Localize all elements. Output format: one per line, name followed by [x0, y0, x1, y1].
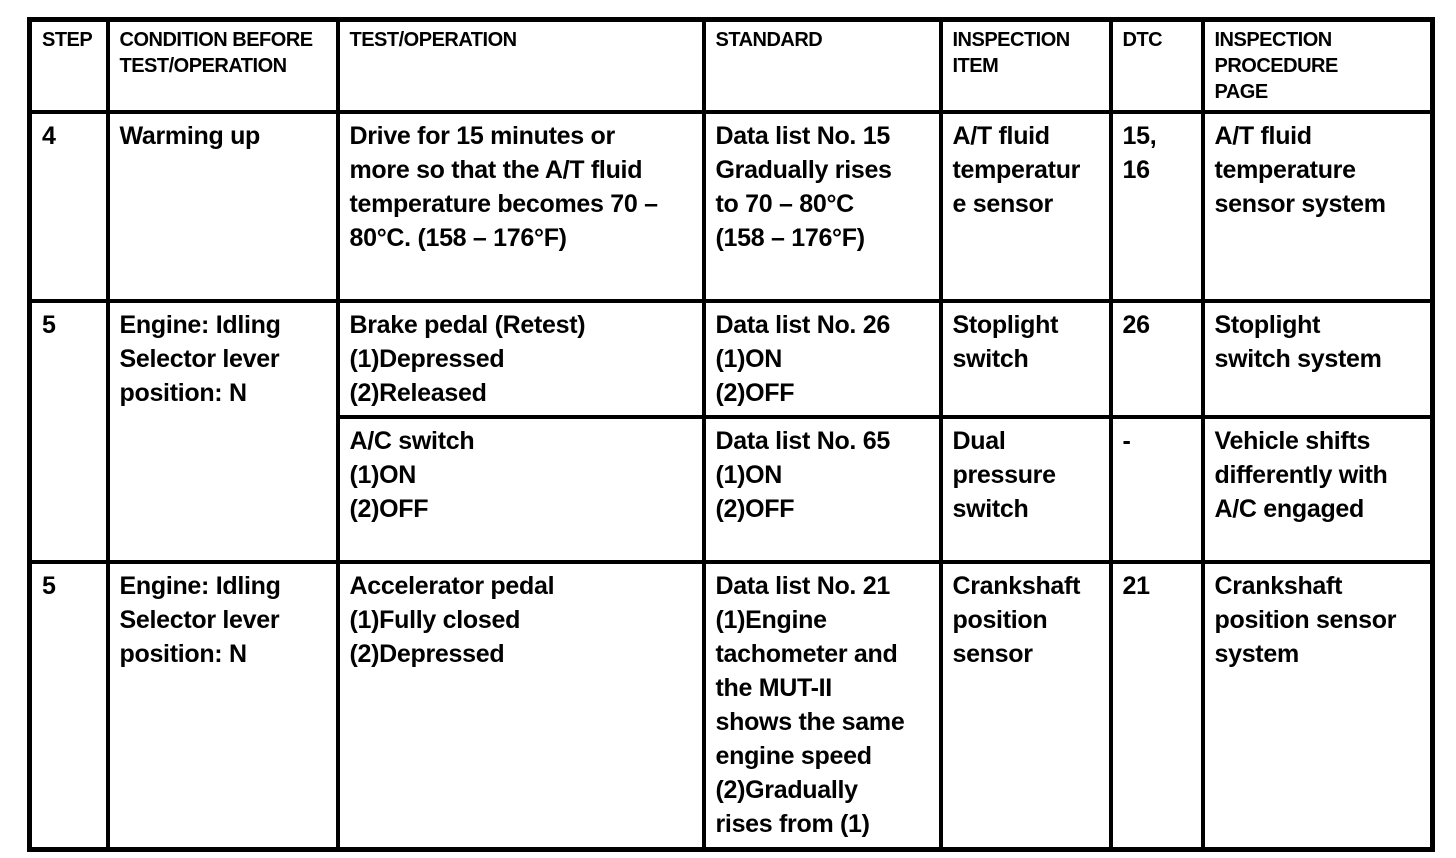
- column-header-inspection-item: INSPECTION ITEM: [938, 17, 1113, 114]
- test-operation-cell: Accelerator pedal (1)Fully closed (2)Dep…: [335, 560, 706, 851]
- procedure-page-cell: Vehicle shifts differently with A/C enga…: [1200, 415, 1435, 564]
- standard-cell: Data list No. 65 (1)ON (2)OFF: [701, 415, 943, 564]
- condition-cell: Engine: Idling Selector lever position: …: [105, 560, 340, 851]
- dtc-cell: -: [1108, 415, 1205, 564]
- procedure-page-cell: A/T fluid temperature sensor system: [1200, 110, 1435, 303]
- column-header-procedure-page: INSPECTION PROCEDURE PAGE: [1200, 17, 1435, 114]
- column-header-dtc: DTC: [1108, 17, 1205, 114]
- dtc-cell: 21: [1108, 560, 1205, 851]
- column-header-standard: STANDARD: [701, 17, 943, 114]
- step-cell: 5: [27, 299, 110, 564]
- condition-cell: Warming up: [105, 110, 340, 303]
- diagnostic-check-table: STEP CONDITION BEFORE TEST/OPERATION TES…: [27, 17, 1435, 852]
- dtc-cell: 15, 16: [1108, 110, 1205, 303]
- condition-cell: Engine: Idling Selector lever position: …: [105, 299, 340, 564]
- table-row: 4 Warming up Drive for 15 minutes or mor…: [27, 110, 1435, 303]
- header-row: STEP CONDITION BEFORE TEST/OPERATION TES…: [27, 17, 1435, 114]
- inspection-item-cell: Stoplight switch: [938, 299, 1113, 419]
- table-row: 5 Engine: Idling Selector lever position…: [27, 299, 1435, 564]
- table-row: A/C switch (1)ON (2)OFF Data list No. 65…: [30, 415, 1435, 564]
- dtc-cell: 26: [1108, 299, 1205, 419]
- standard-cell: Data list No. 26 (1)ON (2)OFF: [701, 299, 943, 419]
- procedure-page-cell: Stoplight switch system: [1200, 299, 1435, 419]
- inspection-item-cell: Dual pressure switch: [938, 415, 1113, 564]
- procedure-page-cell: Crankshaft position sensor system: [1200, 560, 1435, 851]
- column-header-step: STEP: [27, 17, 110, 114]
- column-header-condition: CONDITION BEFORE TEST/OPERATION: [105, 17, 340, 114]
- inspection-item-cell: Crankshaft position sensor: [938, 560, 1113, 851]
- column-header-test-operation: TEST/OPERATION: [335, 17, 706, 114]
- test-operation-cell: Drive for 15 minutes or more so that the…: [335, 110, 706, 303]
- standard-cell: Data list No. 21 (1)Engine tachometer an…: [701, 560, 943, 851]
- step-cell: 4: [27, 110, 110, 303]
- test-operation-cell: Brake pedal (Retest) (1)Depressed (2)Rel…: [335, 299, 706, 419]
- table-row: 5 Engine: Idling Selector lever position…: [27, 560, 1435, 851]
- standard-cell: Data list No. 15 Gradually rises to 70 –…: [701, 110, 943, 303]
- test-operation-cell: A/C switch (1)ON (2)OFF: [335, 415, 706, 564]
- inspection-item-cell: A/T fluid temperatur e sensor: [938, 110, 1113, 303]
- step-cell: 5: [27, 560, 110, 851]
